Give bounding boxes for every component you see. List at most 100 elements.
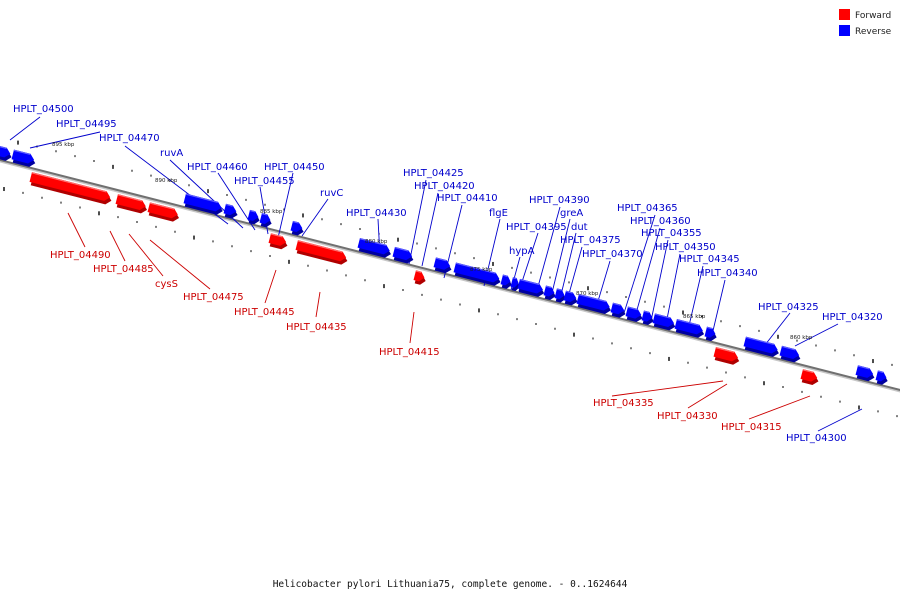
- gene-highlight: [270, 233, 283, 238]
- gene-highlight: [877, 370, 884, 373]
- scale-label: 875 kbp: [470, 267, 493, 273]
- figure-caption: Helicobacter pylori Lithuania75, complet…: [273, 579, 628, 590]
- gene-highlight: [612, 302, 621, 306]
- gene-label: HPLT_04445: [234, 307, 295, 318]
- gene-label: HPLT_04410: [437, 193, 498, 204]
- gene-highlight: [415, 270, 422, 273]
- gene-reverse: [290, 220, 304, 236]
- gene-body: [743, 336, 778, 354]
- gene-highlight: [627, 306, 638, 311]
- gene-forward: [147, 202, 180, 222]
- gene-forward: [413, 270, 426, 285]
- gene-body: [147, 202, 178, 219]
- scale-label: 865 kbp: [683, 314, 706, 320]
- gene-label: HPLT_04475: [183, 292, 244, 303]
- gene-body: [517, 278, 543, 294]
- gene-highlight: [225, 203, 233, 207]
- gene-label: HPLT_04350: [655, 242, 716, 253]
- gene-label: HPLT_04340: [697, 268, 758, 279]
- gene-reverse: [743, 336, 779, 357]
- leader-line: [748, 395, 811, 420]
- legend-reverse-label: Reverse: [855, 27, 892, 37]
- gene-label: HPLT_04320: [822, 312, 883, 323]
- gene-body: [453, 262, 500, 283]
- gene-reverse: [183, 193, 223, 215]
- leader-line: [409, 311, 415, 344]
- gene-highlight: [435, 257, 447, 262]
- leader-line: [687, 383, 728, 409]
- gene-highlight: [117, 194, 143, 202]
- gene-body: [115, 194, 146, 211]
- gene-highlight: [565, 290, 573, 294]
- gene-label: HPLT_04485: [93, 264, 154, 275]
- leader-line: [421, 192, 439, 267]
- gene-highlight: [0, 146, 7, 149]
- leader-line: [408, 179, 427, 265]
- gene-highlight: [292, 220, 299, 224]
- gene-highlight: [502, 274, 508, 278]
- gene-reverse: [517, 278, 545, 297]
- gene-highlight: [359, 238, 387, 246]
- gene-highlight: [643, 310, 650, 314]
- gene-highlight: [261, 213, 268, 216]
- gene-highlight: [715, 347, 735, 353]
- gene-label: HPLT_04370: [582, 249, 643, 260]
- gene-label: HPLT_04500: [13, 104, 74, 115]
- gene-reverse: [453, 262, 501, 286]
- gene-reverse: [357, 237, 391, 258]
- gene-reverse: [11, 149, 36, 167]
- gene-body: [183, 193, 222, 212]
- gene-label: HPLT_04395: [506, 222, 567, 233]
- gene-reverse: [674, 318, 705, 338]
- gene-body: [413, 270, 425, 282]
- gene-highlight: [676, 319, 700, 326]
- gene-highlight: [394, 247, 409, 252]
- gene-label: HPLT_04490: [50, 250, 111, 261]
- gene-forward: [268, 233, 288, 250]
- gene-forward: [295, 240, 348, 265]
- gene-label: ruvC: [320, 188, 343, 199]
- leader-line: [109, 230, 126, 262]
- gene-reverse: [0, 146, 12, 161]
- gene-reverse: [563, 290, 578, 306]
- gene-label: HPLT_04375: [560, 235, 621, 246]
- scale-label: 880 kbp: [365, 239, 388, 245]
- leader-line: [623, 214, 656, 314]
- gene-highlight: [249, 209, 256, 213]
- gene-label: HPLT_04425: [403, 168, 464, 179]
- leader-line: [634, 227, 661, 318]
- gene-highlight: [519, 278, 540, 286]
- gene-body: [652, 313, 675, 328]
- gene-highlight: [654, 313, 671, 319]
- leader-line: [149, 239, 211, 290]
- gene-reverse: [704, 326, 717, 342]
- gene-highlight: [185, 193, 218, 203]
- label-leader-lines: [9, 116, 863, 432]
- gene-body: [223, 203, 237, 216]
- gene-body: [510, 277, 519, 288]
- leader-line: [535, 206, 561, 295]
- gene-label: HPLT_04470: [99, 133, 160, 144]
- gene-reverse: [855, 365, 875, 382]
- legend-forward-label: Forward: [855, 11, 891, 21]
- gene-reverse: [779, 345, 801, 363]
- leader-line: [277, 172, 294, 239]
- gene-body: [259, 212, 271, 224]
- gene-label: ruvA: [160, 148, 183, 159]
- scale-label: 870 kbp: [576, 291, 599, 297]
- genome-backbone: [0, 158, 900, 393]
- gene-highlight: [781, 345, 796, 351]
- gene-label: HPLT_04330: [657, 411, 718, 422]
- gene-label: HPLT_04420: [414, 181, 475, 192]
- gene-reverse: [223, 203, 238, 219]
- leader-line: [764, 312, 791, 346]
- leader-line: [67, 212, 86, 248]
- gene-body: [290, 220, 303, 233]
- gene-forward: [115, 194, 148, 214]
- scale-label: 860 kbp: [790, 335, 813, 341]
- leader-line: [550, 218, 571, 298]
- gene-reverse: [433, 257, 452, 274]
- gene-label: flgE: [489, 208, 508, 219]
- gene-body: [674, 318, 703, 335]
